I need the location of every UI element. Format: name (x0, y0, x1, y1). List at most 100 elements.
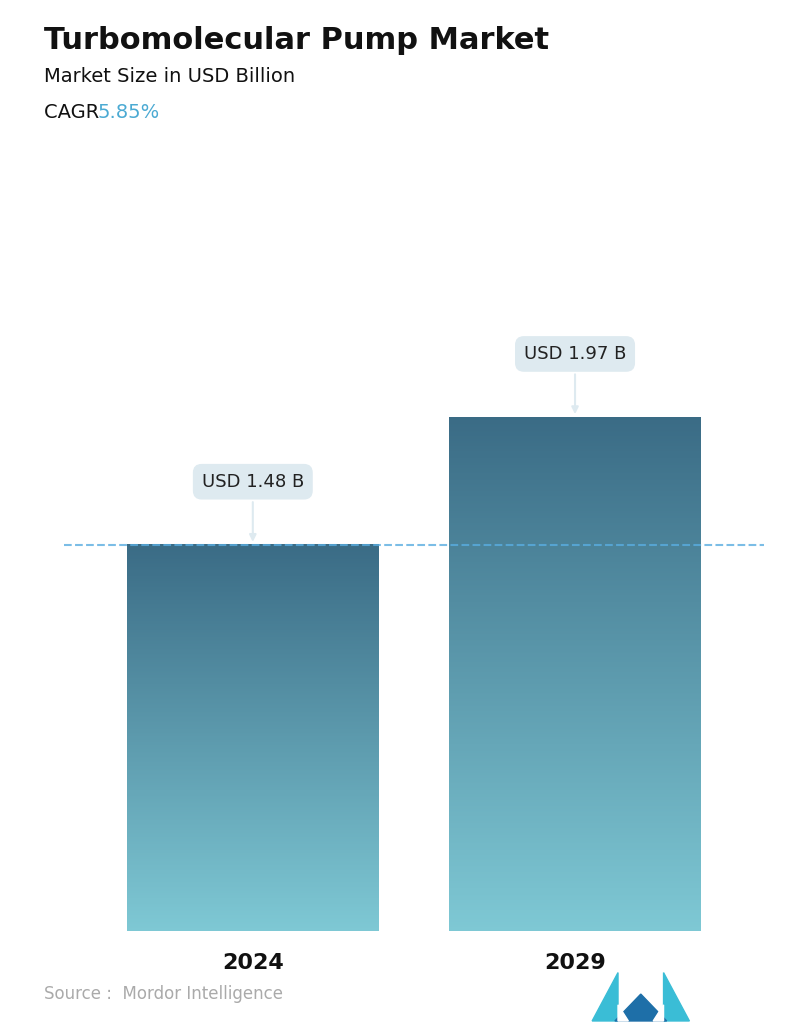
Bar (449, 907, 701, 908)
Bar (449, 894, 701, 896)
Bar (449, 863, 701, 865)
Bar (449, 696, 701, 698)
Bar (449, 743, 701, 746)
Bar (449, 826, 701, 828)
Text: Market Size in USD Billion: Market Size in USD Billion (44, 67, 295, 86)
Bar (127, 584, 379, 586)
Bar (127, 578, 379, 579)
Bar (127, 573, 379, 574)
Bar (127, 761, 379, 762)
Bar (449, 434, 701, 435)
Bar (449, 484, 701, 485)
Bar (449, 817, 701, 819)
Bar (449, 707, 701, 709)
Bar (449, 698, 701, 699)
Bar (127, 825, 379, 826)
Bar (127, 894, 379, 895)
Bar (449, 903, 701, 905)
Bar (449, 518, 701, 520)
Bar (127, 625, 379, 626)
Bar (449, 723, 701, 725)
Bar (127, 669, 379, 671)
Bar (449, 832, 701, 834)
Bar (127, 854, 379, 856)
Bar (127, 900, 379, 901)
Bar (449, 858, 701, 860)
Bar (449, 482, 701, 484)
Bar (449, 552, 701, 554)
Bar (449, 754, 701, 756)
Bar (127, 672, 379, 673)
Bar (127, 638, 379, 640)
Bar (449, 492, 701, 494)
Bar (449, 733, 701, 735)
Bar (449, 550, 701, 552)
Bar (449, 742, 701, 744)
Bar (127, 568, 379, 569)
Bar (127, 731, 379, 732)
Bar (127, 605, 379, 606)
Bar (127, 809, 379, 810)
Bar (127, 816, 379, 818)
Bar (127, 795, 379, 797)
Bar (449, 766, 701, 768)
Bar (127, 635, 379, 636)
Bar (127, 927, 379, 930)
Bar (449, 910, 701, 912)
Bar (127, 895, 379, 898)
Bar (127, 565, 379, 567)
Bar (127, 781, 379, 783)
Bar (449, 727, 701, 729)
Bar (127, 746, 379, 747)
Bar (127, 835, 379, 837)
Bar (449, 663, 701, 665)
Bar (127, 611, 379, 613)
Bar (127, 656, 379, 657)
Bar (449, 628, 701, 630)
Bar (127, 769, 379, 771)
Bar (449, 874, 701, 876)
Bar (127, 881, 379, 883)
Bar (449, 459, 701, 461)
Bar (127, 885, 379, 887)
Bar (449, 607, 701, 609)
Bar (449, 677, 701, 679)
Bar (127, 798, 379, 799)
Bar (449, 865, 701, 868)
Bar (449, 905, 701, 907)
Bar (449, 581, 701, 583)
Bar (449, 598, 701, 600)
Bar (449, 756, 701, 758)
Bar (449, 834, 701, 837)
Bar (449, 468, 701, 470)
Bar (127, 574, 379, 576)
Bar (449, 788, 701, 790)
Bar (449, 608, 701, 610)
Polygon shape (654, 1005, 664, 1021)
Bar (449, 821, 701, 823)
Bar (127, 667, 379, 668)
Bar (449, 824, 701, 826)
Bar (449, 597, 701, 599)
Bar (127, 585, 379, 587)
Bar (449, 793, 701, 795)
Bar (127, 837, 379, 838)
Polygon shape (664, 973, 689, 1021)
Bar (449, 811, 701, 813)
Bar (127, 889, 379, 890)
Bar (127, 848, 379, 850)
Bar (449, 728, 701, 730)
Bar (449, 438, 701, 440)
Bar (449, 560, 701, 562)
Bar (449, 490, 701, 492)
Bar (127, 691, 379, 693)
Bar (127, 547, 379, 549)
Bar (449, 912, 701, 913)
Bar (449, 508, 701, 510)
Bar (127, 842, 379, 843)
Bar (449, 686, 701, 688)
Bar (449, 790, 701, 792)
Bar (127, 664, 379, 666)
Bar (449, 879, 701, 881)
Bar (449, 454, 701, 456)
